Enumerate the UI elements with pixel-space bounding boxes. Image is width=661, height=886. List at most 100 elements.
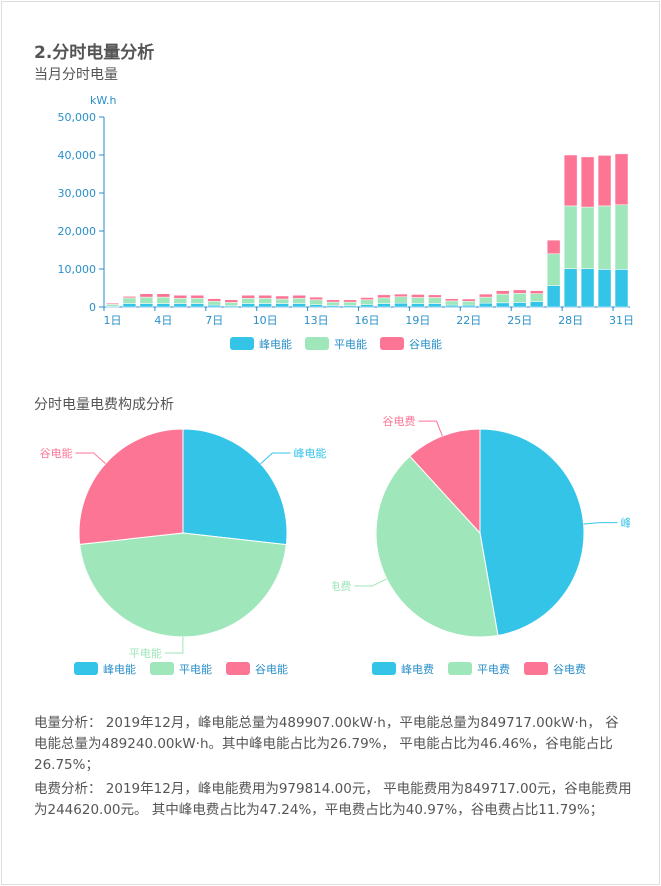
pie-label: 谷电费: [383, 415, 416, 428]
bar-谷电能: [309, 296, 323, 301]
bar-峰电能: [360, 304, 374, 308]
bar-谷电能: [580, 156, 595, 208]
legend-swatch: [150, 662, 174, 675]
bar-峰电能: [173, 303, 188, 308]
bar-平电能: [597, 205, 612, 270]
bar-谷电能: [546, 239, 561, 255]
y-tick-label: 30,000: [58, 187, 97, 200]
y-axis-label: kW.h: [90, 94, 116, 107]
x-tick-label: 28日: [558, 314, 583, 327]
bar-谷电能: [360, 297, 374, 301]
legend-swatch: [74, 662, 98, 675]
bar-谷电能: [275, 295, 289, 300]
x-tick-label: 16日: [355, 314, 380, 327]
bar-平电能: [377, 297, 391, 304]
x-tick-label: 10日: [253, 314, 278, 327]
bar-谷电能: [105, 302, 120, 305]
bar-平电能: [139, 296, 154, 304]
y-tick-label: 50,000: [58, 111, 97, 124]
y-tick-label: 40,000: [58, 149, 97, 162]
bar-峰电能: [580, 268, 595, 308]
bar-谷电能: [529, 290, 544, 294]
pie-label-line: [164, 636, 184, 654]
bar-平电能: [394, 296, 408, 304]
bar-谷电能: [394, 293, 408, 297]
bar-谷电能: [496, 290, 510, 295]
x-tick-label: 19日: [405, 314, 430, 327]
legend-label: 峰电费: [401, 663, 434, 676]
bar-谷电能: [156, 293, 171, 298]
bar-谷电能: [258, 294, 272, 299]
bar-平电能: [580, 206, 595, 269]
bar-谷电能: [479, 293, 493, 298]
energy-analysis-text: 电量分析： 2019年12月，峰电能总量为489907.00kW·h，平电能总量…: [34, 715, 619, 773]
bar-峰电能: [529, 301, 544, 308]
bar-平电能: [292, 298, 306, 304]
pie-label-line: [75, 452, 106, 464]
pie-label: 平电能: [129, 646, 162, 660]
bar-谷电能: [614, 153, 629, 206]
bar-峰电能: [479, 302, 493, 308]
bar-峰电能: [207, 304, 222, 308]
bar-平电能: [173, 298, 188, 304]
bar-平电能: [207, 301, 222, 306]
pie-slice-谷电能: [78, 428, 184, 545]
bar-谷电能: [411, 294, 425, 298]
pie-label-line: [418, 420, 443, 437]
bar-谷电能: [428, 294, 442, 298]
bar-平电能: [496, 293, 510, 304]
bar-平电能: [275, 298, 289, 304]
bar-峰电能: [512, 302, 527, 308]
bar-峰电能: [462, 304, 476, 308]
bar-谷电能: [445, 298, 459, 302]
legend-swatch: [305, 337, 329, 350]
bar-平电能: [241, 298, 255, 304]
bar-峰电能: [496, 302, 510, 308]
bar-平电能: [343, 301, 357, 306]
pie-label: 平电费: [332, 580, 351, 593]
bar-峰电能: [411, 303, 425, 308]
bar-chart: kW.h 0 10,000 20,000 30,000 40,000 50,000 1日 4日 7…: [58, 94, 635, 351]
bar-峰电能: [241, 303, 255, 308]
x-tick-label: 31日: [609, 314, 634, 327]
y-tick-label: 10,000: [58, 263, 97, 276]
bar-峰电能: [122, 303, 137, 308]
bar-谷电能: [173, 294, 188, 299]
pie-label-line: [260, 452, 291, 465]
bar-峰电能: [156, 303, 171, 308]
legend-swatch: [226, 662, 250, 675]
bar-峰电能: [428, 303, 442, 308]
legend-label: 峰电能: [259, 337, 292, 351]
legend-swatch: [524, 662, 548, 675]
bar-谷电能: [207, 298, 222, 302]
bar-谷电能: [190, 294, 205, 299]
bar-峰电能: [258, 303, 272, 308]
bar-平电能: [445, 300, 459, 306]
bar-chart-title: 当月分时电量: [34, 67, 118, 83]
bar-谷电能: [241, 294, 255, 299]
x-tick-label: 1日: [103, 314, 121, 327]
bar-平电能: [105, 304, 120, 307]
legend-label: 平电能: [334, 337, 367, 351]
legend-label: 平电能: [179, 662, 212, 676]
bar-平电能: [190, 298, 205, 304]
x-tick-label: 22日: [456, 314, 481, 327]
x-tick-label: 13日: [304, 314, 329, 327]
bar-峰电能: [275, 303, 289, 308]
bar-谷电能: [462, 298, 476, 302]
y-tick-label: 20,000: [58, 225, 97, 238]
bar-峰电能: [597, 269, 612, 308]
bar-平电能: [614, 204, 629, 270]
bar-平电能: [326, 301, 340, 306]
bar-平电能: [529, 293, 544, 302]
x-tick-label: 7日: [205, 314, 223, 327]
page-title: 2.分时电量分析: [34, 43, 155, 63]
bar-谷电能: [326, 299, 340, 303]
x-tick-label: 25日: [507, 314, 532, 327]
legend-swatch: [380, 337, 404, 350]
pie-label: 谷电能: [40, 446, 73, 460]
bar-谷电能: [597, 155, 612, 207]
pie-slice-峰电能: [182, 428, 288, 546]
bar-谷电能: [343, 299, 357, 303]
